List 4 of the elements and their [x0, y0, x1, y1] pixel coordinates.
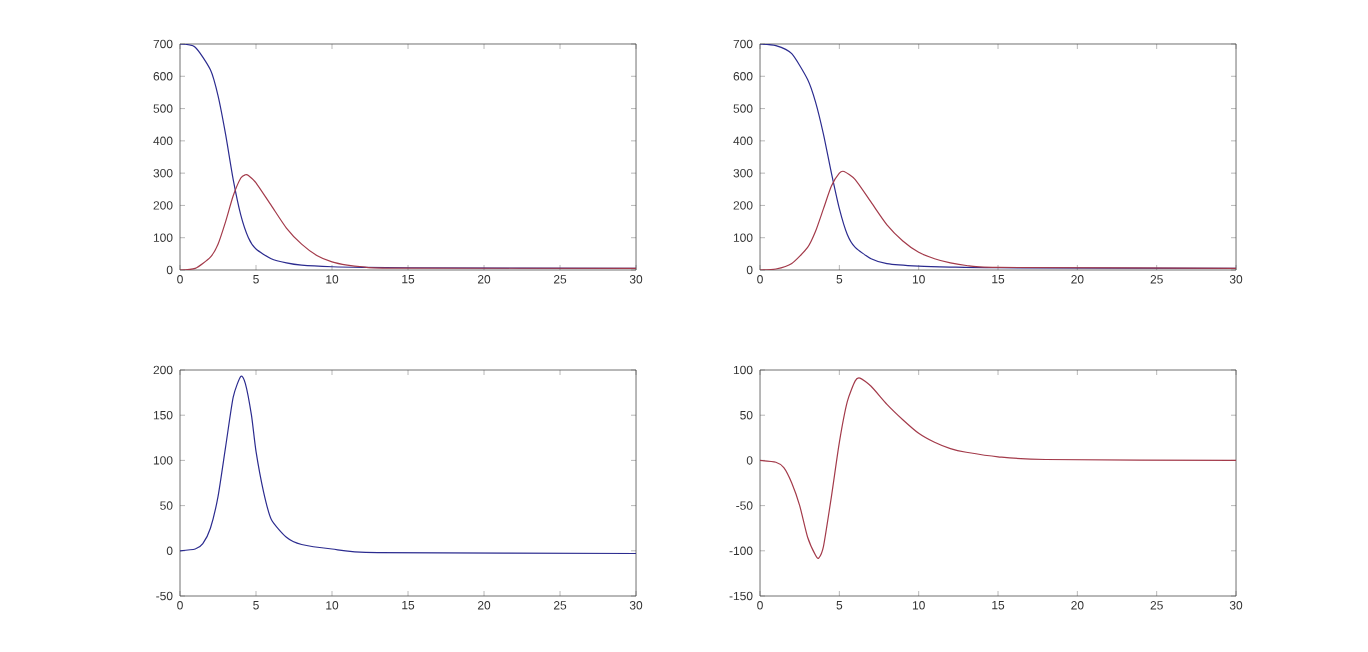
line-series — [760, 377, 1237, 559]
line-series — [180, 174, 637, 270]
line-series — [180, 375, 637, 555]
line-series — [760, 170, 1237, 270]
